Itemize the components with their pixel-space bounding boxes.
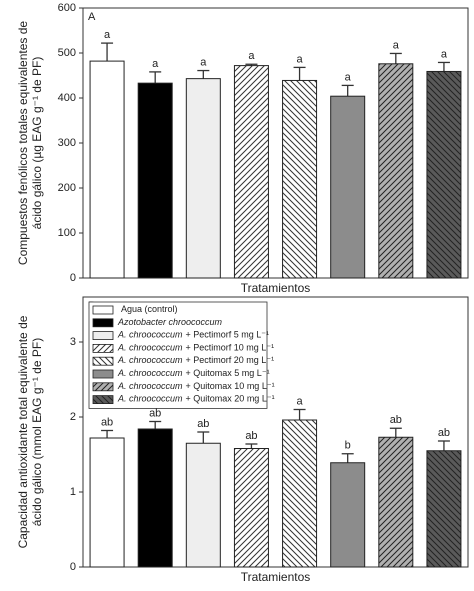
legend-label: A. chroococcum + Pectimorf 20 mg L⁻¹ bbox=[117, 356, 274, 366]
legend-label: A. chroococcum + Quitomax 5 mg L⁻¹ bbox=[117, 368, 270, 378]
significance-letter: ab bbox=[245, 430, 257, 442]
legend-treatment: + Quitomax 5 mg L⁻¹ bbox=[186, 368, 270, 378]
legend-treatment: + Quitomax 20 mg L⁻¹ bbox=[186, 394, 275, 404]
bar bbox=[89, 437, 125, 568]
legend-swatch bbox=[92, 382, 114, 392]
y-tick-label: 0 bbox=[70, 561, 76, 573]
y-tick-label: 2 bbox=[70, 411, 76, 423]
legend-treatment: + Quitomax 10 mg L⁻¹ bbox=[186, 381, 275, 391]
legend-label: Azotobacter chroococcum bbox=[117, 317, 223, 327]
legend-swatch bbox=[92, 305, 114, 315]
legend-label: A. chroococcum + Quitomax 20 mg L⁻¹ bbox=[117, 394, 275, 404]
y-tick-label: 200 bbox=[58, 182, 76, 194]
legend-label: A. chroococcum + Quitomax 10 mg L⁻¹ bbox=[117, 381, 275, 391]
y-tick-label: 0 bbox=[70, 272, 76, 284]
bar bbox=[426, 450, 462, 568]
bar bbox=[233, 448, 269, 568]
significance-letter: ab bbox=[101, 416, 113, 428]
legend-swatch bbox=[92, 343, 114, 353]
bar bbox=[378, 436, 414, 568]
bar bbox=[378, 63, 414, 279]
y-axis-label: ácido gálico (µg EAG g⁻¹ de PF) bbox=[30, 57, 44, 230]
bar bbox=[89, 60, 125, 279]
legend-organism: A. chroococcum bbox=[117, 381, 183, 391]
legend-swatch bbox=[92, 331, 114, 341]
bar bbox=[137, 428, 173, 568]
legend-swatch bbox=[92, 356, 114, 366]
bar bbox=[330, 462, 366, 568]
significance-letter: ab bbox=[197, 418, 209, 430]
bar bbox=[233, 65, 269, 279]
legend-organism: A. chroococcum bbox=[117, 330, 183, 340]
y-tick-label: 300 bbox=[58, 137, 76, 149]
y-tick-label: 3 bbox=[70, 336, 76, 348]
legend-treatment: + Pectimorf 10 mg L⁻¹ bbox=[186, 343, 275, 353]
y-axis-label: Capacidad antioxidante total equivalente… bbox=[16, 315, 30, 548]
legend-treatment: + Pectimorf 20 mg L⁻¹ bbox=[186, 356, 275, 366]
significance-letter: ab bbox=[390, 414, 402, 426]
legend-swatch bbox=[92, 395, 114, 405]
legend-label: A. chroococcum + Pectimorf 10 mg L⁻¹ bbox=[117, 343, 274, 353]
legend-organism: Azotobacter chroococcum bbox=[117, 317, 223, 327]
y-tick-label: 100 bbox=[58, 227, 76, 239]
legend-treatment: + Pectimorf 5 mg L⁻¹ bbox=[186, 330, 270, 340]
significance-letter: a bbox=[297, 395, 304, 407]
legend-organism: A. chroococcum bbox=[117, 356, 183, 366]
significance-letter: ab bbox=[149, 407, 161, 419]
significance-letter: b bbox=[345, 440, 351, 452]
significance-letter: a bbox=[441, 48, 448, 60]
significance-letter: ab bbox=[438, 427, 450, 439]
bar bbox=[282, 79, 318, 279]
legend-box bbox=[88, 301, 268, 409]
legend-organism: A. chroococcum bbox=[117, 368, 183, 378]
legend-label: Agua (control) bbox=[121, 304, 178, 314]
panel-label: A bbox=[88, 11, 96, 23]
significance-letter: a bbox=[297, 53, 304, 65]
significance-letter: a bbox=[152, 58, 159, 70]
y-tick-label: 500 bbox=[58, 47, 76, 59]
legend-label: A. chroococcum + Pectimorf 5 mg L⁻¹ bbox=[117, 330, 269, 340]
legend-swatch bbox=[92, 318, 114, 328]
significance-letter: a bbox=[393, 39, 400, 51]
y-tick-label: 600 bbox=[58, 2, 76, 14]
legend-organism: A. chroococcum bbox=[117, 394, 183, 404]
plot-frame bbox=[82, 296, 469, 568]
bar bbox=[185, 442, 221, 568]
legend-swatch bbox=[92, 369, 114, 379]
bar bbox=[330, 95, 366, 279]
y-axis-label: Compuestos fenólicos totales equivalente… bbox=[16, 21, 30, 265]
significance-letter: a bbox=[248, 50, 255, 62]
legend-organism: A. chroococcum bbox=[117, 343, 183, 353]
bar bbox=[137, 82, 173, 279]
significance-letter: a bbox=[345, 71, 352, 83]
y-tick-label: 1 bbox=[70, 486, 76, 498]
x-axis-label: Tratamientos bbox=[241, 281, 311, 295]
bar bbox=[185, 78, 221, 279]
significance-letter: a bbox=[200, 56, 207, 68]
y-axis-label: ácido gálico (mmol EAG g⁻¹ de PF) bbox=[30, 338, 44, 526]
legend-treatment: Agua (control) bbox=[121, 304, 178, 314]
bar bbox=[426, 70, 462, 279]
y-tick-label: 400 bbox=[58, 92, 76, 104]
significance-letter: a bbox=[104, 29, 111, 41]
bar bbox=[282, 419, 318, 568]
x-axis-label: Tratamientos bbox=[241, 570, 311, 584]
